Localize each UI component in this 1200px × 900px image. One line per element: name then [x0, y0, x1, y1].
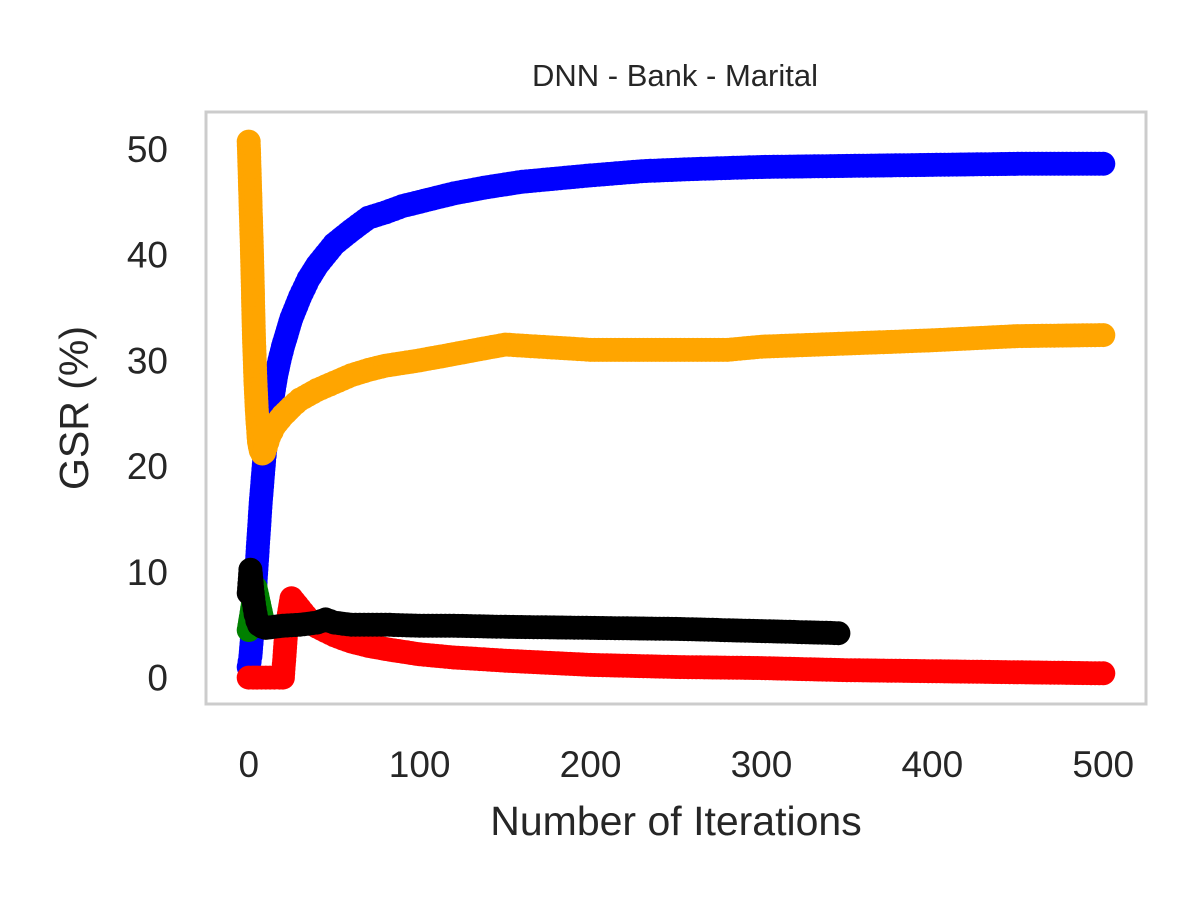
y-axis-label: GSR (%)	[51, 326, 97, 490]
x-axis-ticks: 0 100 200 300 400 500	[238, 744, 1134, 785]
series-2-point	[1091, 323, 1116, 348]
x-tick-label: 0	[238, 744, 259, 785]
series-3	[236, 586, 1116, 690]
y-tick-label: 50	[127, 129, 168, 170]
y-tick-label: 30	[127, 340, 168, 381]
y-tick-label: 40	[127, 235, 168, 276]
x-axis-label: Number of Iterations	[490, 798, 861, 844]
series-5-point	[826, 621, 851, 646]
series-5	[236, 557, 851, 646]
series-3-point	[1091, 661, 1116, 686]
series-2	[236, 129, 1116, 466]
series-1-point	[1091, 151, 1116, 176]
x-tick-label: 500	[1072, 744, 1134, 785]
x-tick-label: 300	[731, 744, 793, 785]
series-layer	[236, 129, 1116, 690]
y-tick-label: 0	[147, 658, 168, 699]
x-tick-label: 400	[901, 744, 963, 785]
x-tick-label: 100	[389, 744, 451, 785]
y-axis-ticks: 0 10 20 30 40 50	[127, 129, 168, 699]
y-tick-label: 10	[127, 552, 168, 593]
y-tick-label: 20	[127, 446, 168, 487]
chart-title: DNN - Bank - Marital	[532, 58, 818, 93]
x-tick-label: 200	[560, 744, 622, 785]
